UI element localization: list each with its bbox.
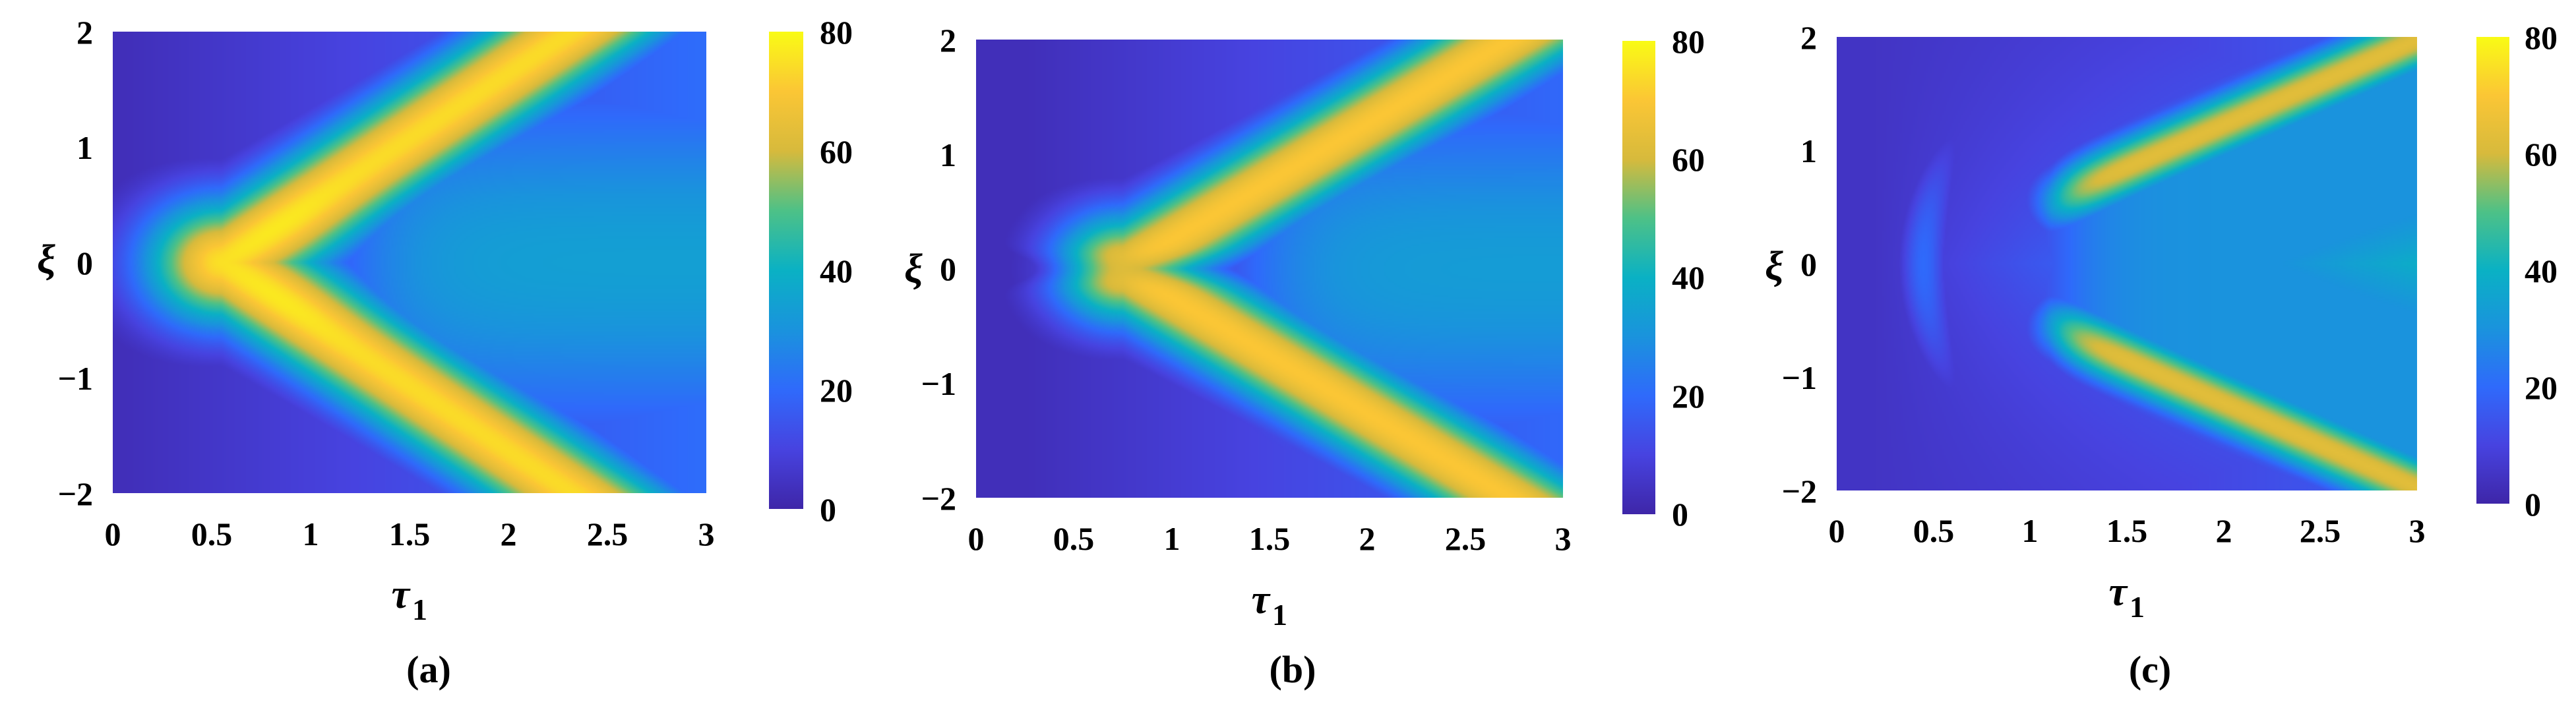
cbar-tick-a-0: 0 xyxy=(820,491,836,528)
x-tick-b-6: 3 xyxy=(1555,520,1572,557)
x-axis-label-c: τ xyxy=(2108,570,2128,614)
y-axis-label-b: ξ xyxy=(904,247,923,291)
cbar-tick-a-40: 40 xyxy=(820,252,853,289)
cbar-tick-a-60: 60 xyxy=(820,133,853,170)
y-tick-c-m2: −2 xyxy=(1782,473,1818,510)
x-tick-c-6: 3 xyxy=(2409,512,2426,549)
x-tick-a-4: 2 xyxy=(501,516,517,552)
x-axis-label-b: τ xyxy=(1251,578,1271,622)
panel-caption-a: (a) xyxy=(406,648,451,691)
y-tick-a-1: 1 xyxy=(77,129,93,166)
x-tick-c-4: 2 xyxy=(2216,512,2232,549)
heatmap-image-a xyxy=(113,32,706,493)
panel-a: 2 1 0 −1 −2 ξ 0 0.5 1 1.5 2 2.5 3 τ 1 80… xyxy=(37,14,853,691)
cbar-tick-b-40: 40 xyxy=(1672,259,1705,296)
x-tick-b-3: 1.5 xyxy=(1249,520,1291,557)
y-tick-labels-c: 2 1 0 −1 −2 xyxy=(1782,19,1818,510)
panel-caption-c: (c) xyxy=(2129,648,2171,691)
colorbar-ticks-b: 80 60 40 20 0 xyxy=(1672,23,1705,533)
panel-caption-b: (b) xyxy=(1270,648,1316,691)
cbar-tick-b-20: 20 xyxy=(1672,378,1705,415)
cbar-tick-a-80: 80 xyxy=(820,14,853,51)
y-tick-b-m1: −1 xyxy=(921,365,957,402)
y-tick-c-2: 2 xyxy=(1800,19,1817,56)
y-tick-c-0: 0 xyxy=(1800,246,1817,283)
x-axis-label-sub-b: 1 xyxy=(1272,598,1287,632)
y-tick-c-m1: −1 xyxy=(1782,359,1818,396)
cbar-tick-c-60: 60 xyxy=(2525,136,2558,173)
x-tick-c-3: 1.5 xyxy=(2106,512,2148,549)
y-tick-a-0: 0 xyxy=(77,245,93,282)
x-axis-label-sub-a: 1 xyxy=(412,593,427,626)
y-tick-a-2: 2 xyxy=(77,14,93,51)
y-tick-b-0: 0 xyxy=(940,251,956,287)
x-tick-b-5: 2.5 xyxy=(1445,520,1487,557)
x-tick-a-1: 0.5 xyxy=(191,516,233,552)
x-tick-b-2: 1 xyxy=(1164,520,1181,557)
y-tick-labels-b: 2 1 0 −1 −2 xyxy=(921,22,957,517)
y-tick-labels-a: 2 1 0 −1 −2 xyxy=(58,14,94,512)
cbar-tick-b-0: 0 xyxy=(1672,496,1688,533)
x-axis-label-sub-c: 1 xyxy=(2130,590,2145,624)
x-tick-a-0: 0 xyxy=(105,516,121,552)
x-tick-a-2: 1 xyxy=(303,516,319,552)
cbar-tick-c-20: 20 xyxy=(2525,369,2558,406)
y-tick-a-m1: −1 xyxy=(58,360,94,397)
cbar-tick-c-80: 80 xyxy=(2525,19,2558,56)
x-axis-label-a: τ xyxy=(391,572,411,617)
colorbar-c xyxy=(2476,37,2509,504)
colorbar-a xyxy=(769,32,803,509)
y-tick-b-1: 1 xyxy=(940,136,956,173)
cbar-tick-c-40: 40 xyxy=(2525,252,2558,289)
heatmap-image-c xyxy=(1837,37,2417,490)
panel-b: 2 1 0 −1 −2 ξ 0 0.5 1 1.5 2 2.5 3 τ 1 80… xyxy=(904,22,1705,691)
cbar-tick-c-0: 0 xyxy=(2525,486,2541,523)
heatmap-image-b xyxy=(976,40,1563,498)
colorbar-ticks-c: 80 60 40 20 0 xyxy=(2525,19,2558,523)
cbar-tick-a-20: 20 xyxy=(820,372,853,409)
colorbar-b xyxy=(1622,41,1655,514)
cbar-tick-b-80: 80 xyxy=(1672,23,1705,60)
x-tick-b-1: 0.5 xyxy=(1053,520,1095,557)
y-tick-b-m2: −2 xyxy=(921,480,957,517)
x-tick-b-4: 2 xyxy=(1359,520,1376,557)
x-tick-a-3: 1.5 xyxy=(389,516,431,552)
y-tick-a-m2: −2 xyxy=(58,475,94,512)
x-tick-c-5: 2.5 xyxy=(2300,512,2341,549)
x-tick-c-2: 1 xyxy=(2022,512,2039,549)
x-tick-a-6: 3 xyxy=(698,516,715,552)
x-tick-labels-b: 0 0.5 1 1.5 2 2.5 3 xyxy=(968,520,1572,557)
y-axis-label-c: ξ xyxy=(1765,244,1783,289)
y-tick-b-2: 2 xyxy=(940,22,956,59)
x-tick-a-5: 2.5 xyxy=(587,516,629,552)
y-axis-label-a: ξ xyxy=(37,237,55,282)
x-tick-b-0: 0 xyxy=(968,520,985,557)
y-tick-c-1: 1 xyxy=(1800,133,1817,169)
x-tick-labels-c: 0 0.5 1 1.5 2 2.5 3 xyxy=(1829,512,2426,549)
panel-c: 2 1 0 −1 −2 ξ 0 0.5 1 1.5 2 2.5 3 τ 1 80… xyxy=(1765,19,2558,691)
x-tick-c-0: 0 xyxy=(1829,512,1845,549)
x-tick-c-1: 0.5 xyxy=(1913,512,1955,549)
colorbar-ticks-a: 80 60 40 20 0 xyxy=(820,14,853,528)
cbar-tick-b-60: 60 xyxy=(1672,141,1705,178)
x-tick-labels-a: 0 0.5 1 1.5 2 2.5 3 xyxy=(105,516,715,552)
